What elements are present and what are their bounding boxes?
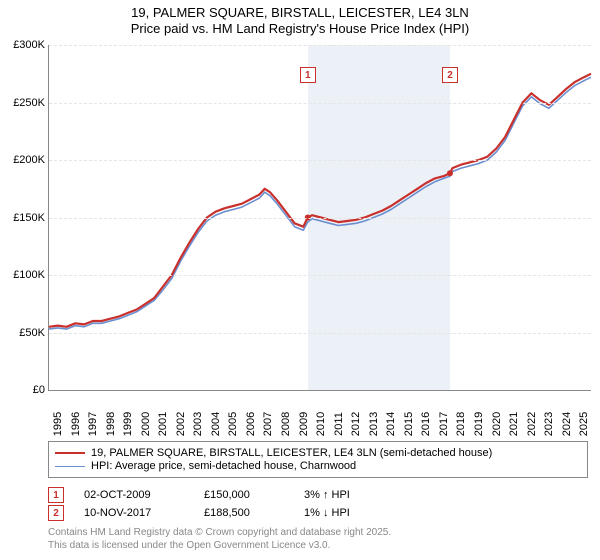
x-tick-label: 1997 (87, 412, 99, 436)
x-tick-label: 1996 (70, 412, 82, 436)
sales-row: 2 10-NOV-2017 £188,500 1% ↓ HPI (48, 505, 588, 521)
legend-swatch (55, 466, 85, 467)
gridline (49, 218, 591, 219)
title-line2: Price paid vs. HM Land Registry's House … (0, 21, 600, 37)
sales-marker-2: 2 (48, 505, 64, 521)
x-tick-label: 2013 (368, 412, 380, 436)
legend-swatch (55, 452, 85, 454)
legend-row: 19, PALMER SQUARE, BIRSTALL, LEICESTER, … (55, 447, 581, 459)
sales-table: 1 02-OCT-2009 £150,000 3% ↑ HPI 2 10-NOV-2017… (48, 485, 588, 523)
legend-row: HPI: Average price, semi-detached house,… (55, 460, 581, 472)
x-tick-label: 2015 (403, 412, 415, 436)
x-tick-label: 2006 (245, 412, 257, 436)
y-tick-label: £250K (13, 97, 45, 109)
x-tick-label: 2007 (262, 412, 274, 436)
x-tick-label: 2019 (473, 412, 485, 436)
y-tick-label: £200K (13, 154, 45, 166)
x-tick-label: 2001 (157, 412, 169, 436)
x-tick-label: 2017 (438, 412, 450, 436)
x-tick-label: 1998 (105, 412, 117, 436)
gridline (49, 333, 591, 334)
x-tick-label: 2010 (315, 412, 327, 436)
x-tick-label: 2005 (227, 412, 239, 436)
chart-container: 19, PALMER SQUARE, BIRSTALL, LEICESTER, … (0, 0, 600, 560)
x-tick-label: 2020 (491, 412, 503, 436)
x-tick-label: 2003 (192, 412, 204, 436)
gridline (49, 45, 591, 46)
sales-date: 10-NOV-2017 (84, 507, 184, 519)
legend-label: HPI: Average price, semi-detached house,… (91, 460, 356, 472)
x-tick-label: 2014 (385, 412, 397, 436)
sales-change: 3% ↑ HPI (304, 489, 394, 501)
copyright-line1: Contains HM Land Registry data © Crown c… (48, 527, 391, 540)
x-tick-label: 2011 (333, 412, 345, 436)
copyright: Contains HM Land Registry data © Crown c… (48, 527, 391, 552)
x-tick-label: 2023 (543, 412, 555, 436)
copyright-line2: This data is licensed under the Open Gov… (48, 540, 391, 553)
x-tick-label: 2009 (298, 412, 310, 436)
x-tick-label: 2018 (455, 412, 467, 436)
series-hpi (49, 77, 591, 329)
x-tick-label: 1999 (122, 412, 134, 436)
sale-marker-2: 2 (442, 67, 458, 83)
y-tick-label: £150K (13, 212, 45, 224)
x-tick-label: 2002 (175, 412, 187, 436)
x-tick-label: 2012 (350, 412, 362, 436)
sales-marker-1: 1 (48, 487, 64, 503)
series-price_paid (49, 74, 591, 327)
sale-marker-1: 1 (300, 67, 316, 83)
y-tick-label: £300K (13, 39, 45, 51)
gridline (49, 160, 591, 161)
sales-change: 1% ↓ HPI (304, 507, 394, 519)
sales-price: £188,500 (204, 507, 284, 519)
x-tick-label: 2025 (578, 412, 590, 436)
x-tick-label: 2004 (210, 412, 222, 436)
x-tick-label: 2008 (280, 412, 292, 436)
title-block: 19, PALMER SQUARE, BIRSTALL, LEICESTER, … (0, 0, 600, 38)
y-tick-label: £50K (19, 327, 45, 339)
sales-price: £150,000 (204, 489, 284, 501)
chart-plot-area: 12 (48, 45, 591, 391)
x-tick-label: 2022 (526, 412, 538, 436)
gridline (49, 275, 591, 276)
sale-dot-2 (447, 170, 453, 176)
title-line1: 19, PALMER SQUARE, BIRSTALL, LEICESTER, … (0, 5, 600, 21)
sales-date: 02-OCT-2009 (84, 489, 184, 501)
x-tick-label: 2000 (140, 412, 152, 436)
sales-row: 1 02-OCT-2009 £150,000 3% ↑ HPI (48, 487, 588, 503)
x-tick-label: 2024 (561, 412, 573, 436)
legend-box: 19, PALMER SQUARE, BIRSTALL, LEICESTER, … (48, 441, 588, 478)
y-tick-label: £0 (33, 384, 45, 396)
legend-label: 19, PALMER SQUARE, BIRSTALL, LEICESTER, … (91, 447, 492, 459)
x-tick-label: 2016 (420, 412, 432, 436)
x-tick-label: 1995 (52, 412, 64, 436)
x-tick-label: 2021 (508, 412, 520, 436)
gridline (49, 103, 591, 104)
y-tick-label: £100K (13, 269, 45, 281)
